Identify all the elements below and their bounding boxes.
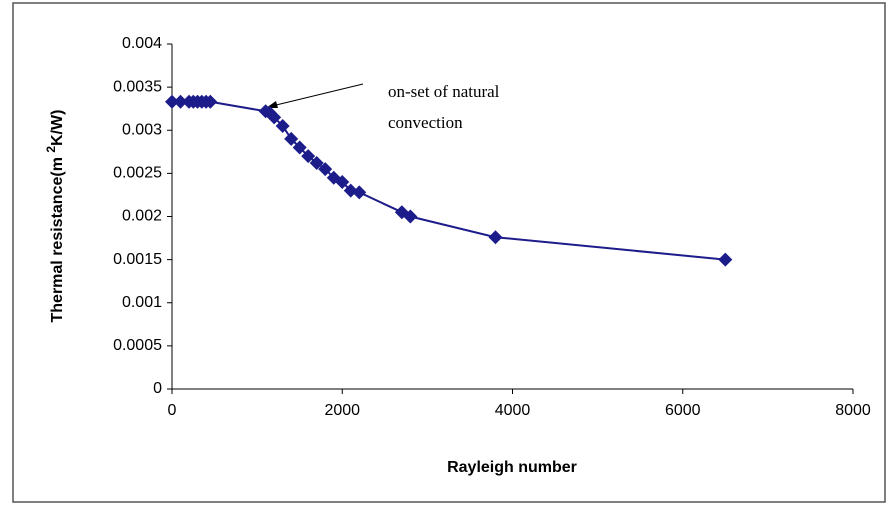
x-tick-label: 0: [168, 402, 177, 419]
data-point: [284, 131, 299, 146]
x-tick-label: 4000: [495, 402, 531, 419]
data-point: [309, 156, 324, 171]
data-point: [275, 118, 290, 133]
annotation-arrow: [271, 83, 364, 107]
y-tick-label: 0.0005: [113, 337, 162, 354]
data-point: [301, 149, 316, 164]
y-label-sup: 2: [44, 146, 58, 153]
y-tick-label: 0.0035: [113, 78, 162, 95]
data-point: [267, 110, 282, 125]
y-axis-label: Thermal resistance(m 2K/W): [44, 110, 66, 323]
y-label-text: K/W): [49, 110, 66, 146]
y-tick-label: 0.002: [122, 208, 162, 225]
data-point: [173, 94, 188, 109]
data-point: [403, 209, 418, 224]
y-tick-label: 0.003: [122, 121, 162, 138]
y-tick-label: 0.004: [122, 35, 162, 52]
y-tick-label: 0.0025: [113, 165, 162, 182]
data-point: [292, 140, 307, 155]
arrow-head: [266, 101, 278, 108]
data-point: [335, 175, 350, 189]
y-tick-label: 0.0015: [113, 251, 162, 268]
data-point: [488, 230, 503, 245]
data-point: [203, 94, 218, 109]
data-point: [165, 94, 179, 109]
y-tick-label: 0: [153, 380, 162, 397]
x-axis-label: Rayleigh number: [447, 459, 577, 476]
y-label-text: Thermal resistance(m: [49, 153, 66, 323]
data-point: [318, 162, 333, 177]
x-tick-label: 2000: [324, 402, 360, 419]
data-point: [718, 252, 733, 267]
annotation: on-set of natural: [388, 82, 500, 101]
x-tick-label: 8000: [835, 402, 871, 419]
x-tick-label: 6000: [665, 402, 701, 419]
chart-frame: [12, 2, 886, 503]
annotation: convection: [388, 113, 463, 132]
data-point: [352, 185, 367, 200]
y-tick-label: 0.001: [122, 294, 162, 311]
